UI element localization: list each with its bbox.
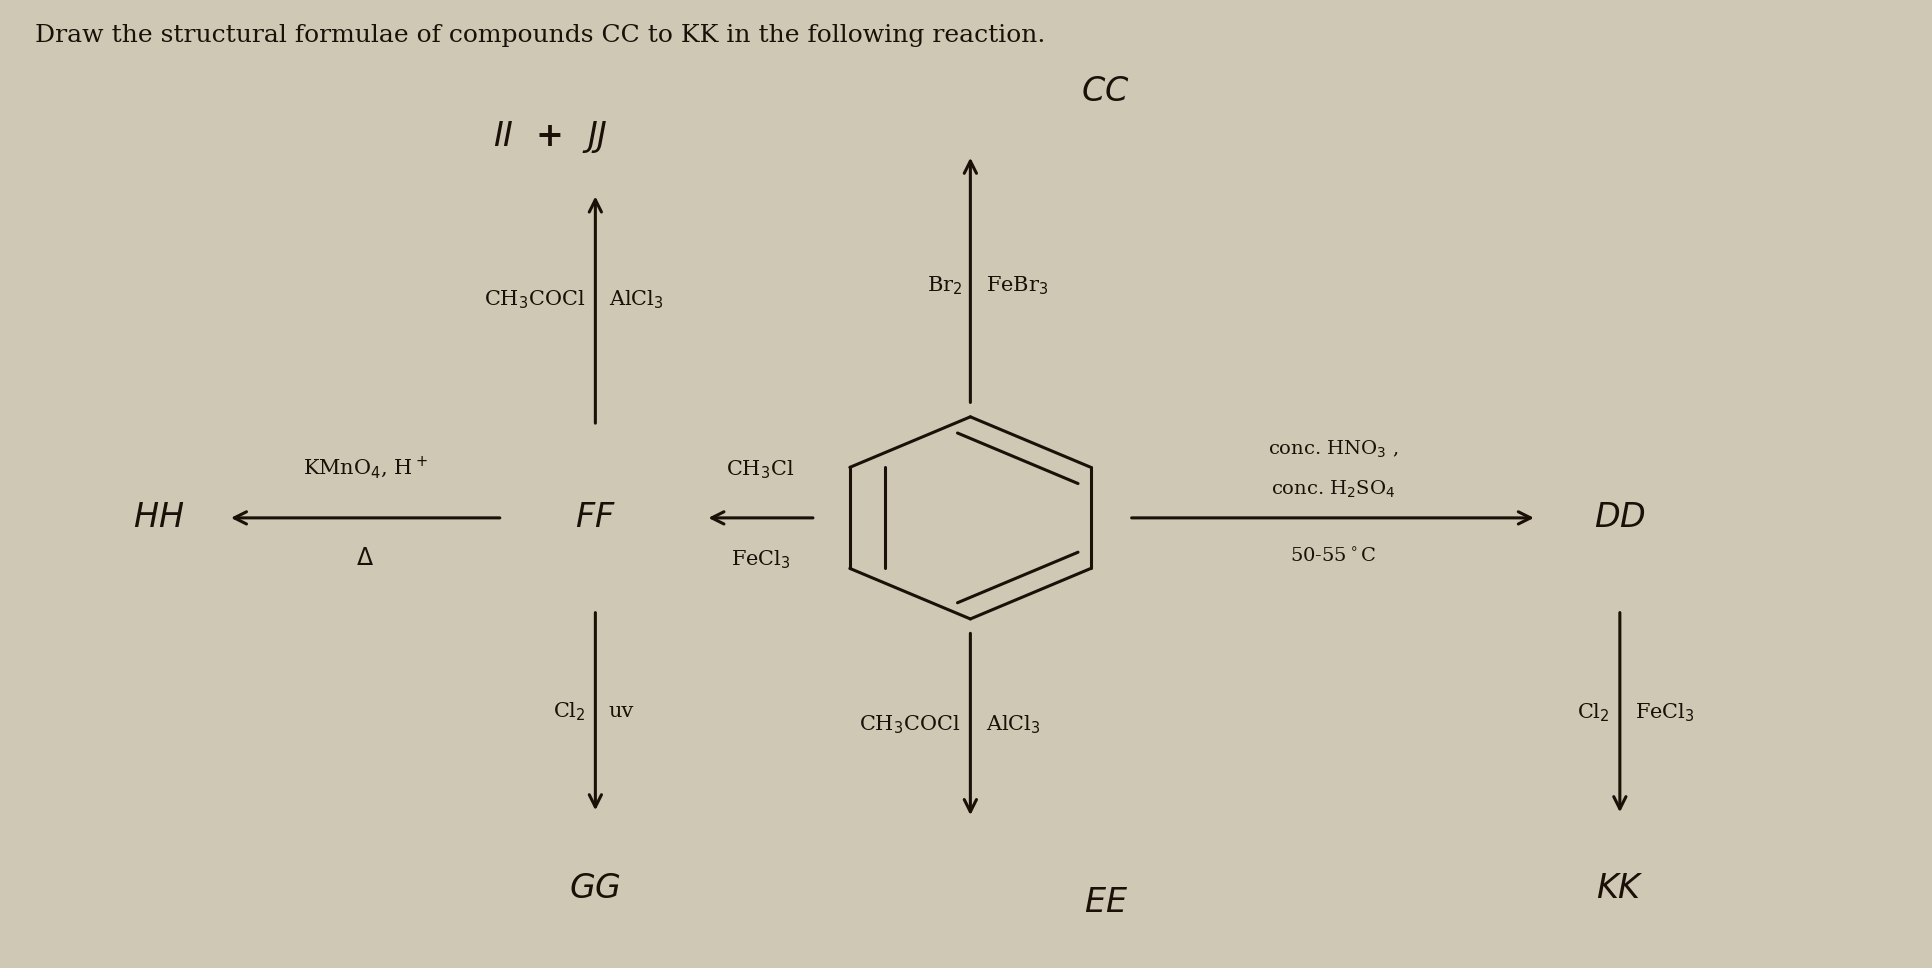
Text: Cl$_2$: Cl$_2$ (553, 700, 585, 723)
Text: CH$_3$Cl: CH$_3$Cl (726, 459, 794, 481)
Text: $\mathit{DD}$: $\mathit{DD}$ (1594, 501, 1644, 534)
Text: AlCl$_3$: AlCl$_3$ (985, 713, 1039, 736)
Text: conc. HNO$_3$ ,: conc. HNO$_3$ , (1267, 439, 1397, 460)
Text: FeCl$_3$: FeCl$_3$ (1634, 701, 1694, 724)
Text: $\mathit{CC}$: $\mathit{CC}$ (1080, 76, 1130, 108)
Text: Draw the structural formulae of compounds CC to KK in the following reaction.: Draw the structural formulae of compound… (35, 24, 1045, 47)
Text: AlCl$_3$: AlCl$_3$ (609, 288, 663, 312)
Text: 50-55$^\circ$C: 50-55$^\circ$C (1289, 547, 1376, 566)
Text: $\mathit{FF}$: $\mathit{FF}$ (574, 501, 616, 534)
Text: CH$_3$COCl: CH$_3$COCl (860, 713, 960, 736)
Text: CH$_3$COCl: CH$_3$COCl (485, 288, 585, 312)
Text: $\mathit{II}$  +  $\mathit{JJ}$: $\mathit{II}$ + $\mathit{JJ}$ (493, 119, 609, 156)
Text: FeCl$_3$: FeCl$_3$ (730, 549, 790, 571)
Text: Br$_2$: Br$_2$ (927, 275, 962, 297)
Text: uv: uv (609, 702, 634, 721)
Text: FeBr$_3$: FeBr$_3$ (985, 275, 1047, 297)
Text: $\Delta$: $\Delta$ (355, 547, 375, 570)
Text: $\mathit{HH}$: $\mathit{HH}$ (133, 501, 184, 534)
Text: Cl$_2$: Cl$_2$ (1577, 701, 1609, 724)
Text: $\mathit{KK}$: $\mathit{KK}$ (1596, 872, 1642, 905)
Text: KMnO$_4$, H$^+$: KMnO$_4$, H$^+$ (303, 455, 427, 481)
Text: $\mathit{EE}$: $\mathit{EE}$ (1084, 886, 1126, 919)
Text: conc. H$_2$SO$_4$: conc. H$_2$SO$_4$ (1269, 479, 1395, 500)
Text: $\mathit{GG}$: $\mathit{GG}$ (570, 872, 620, 905)
